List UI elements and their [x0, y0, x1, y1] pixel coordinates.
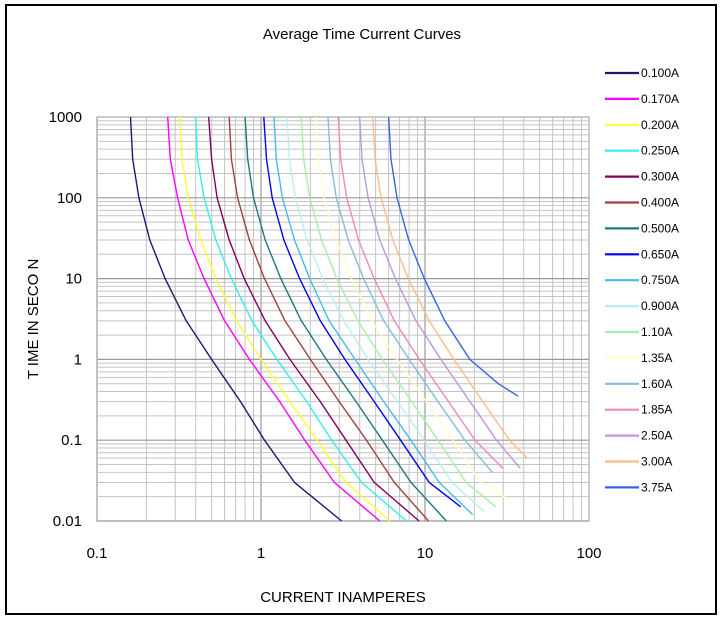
legend-label: 3.00A: [641, 455, 672, 469]
legend-label: 0.650A: [641, 247, 679, 261]
legend-item: 0.250A: [605, 144, 679, 158]
x-tick-label: 0.1: [87, 545, 108, 562]
y-tick-label: 10: [65, 271, 82, 288]
curve-1-60a: [327, 116, 494, 473]
curve-1-85a: [337, 116, 504, 469]
curve-3-75a: [387, 116, 519, 397]
curve-0-170a: [167, 116, 381, 522]
legend-item: 1.35A: [605, 351, 672, 365]
legend-label: 1.85A: [641, 403, 672, 417]
y-axis-label: T IME IN SECO N: [25, 259, 42, 380]
legend-label: 0.400A: [641, 196, 679, 210]
legend-label: 0.170A: [641, 92, 679, 106]
x-tick-label: 10: [417, 545, 434, 562]
legend-item: 0.650A: [605, 247, 679, 261]
legend-label: 0.100A: [641, 66, 679, 80]
legend-item: 0.200A: [605, 118, 679, 132]
curve-0-300a: [208, 116, 420, 522]
curve-layer: [129, 116, 528, 522]
x-tick-labels: 0.1 1 10 100: [87, 545, 602, 562]
curve-0-200a: [179, 116, 391, 522]
grid: [96, 117, 589, 522]
legend-label: 3.75A: [641, 480, 672, 494]
legend-item: 0.900A: [605, 299, 679, 313]
chart-title: Average Time Current Curves: [263, 26, 461, 43]
y-tick-label: 0.01: [53, 513, 82, 530]
curve-0-500a: [244, 116, 447, 522]
legend-label: 0.250A: [641, 144, 679, 158]
x-axis-label: CURRENT INAMPERES: [260, 589, 426, 606]
curve-1-35a: [315, 116, 511, 501]
legend-item: 3.00A: [605, 455, 672, 469]
legend-label: 1.10A: [641, 325, 672, 339]
legend-item: 1.10A: [605, 325, 672, 339]
legend-label: 0.750A: [641, 273, 679, 287]
legend-label: 0.300A: [641, 170, 679, 184]
legend-item: 0.100A: [605, 66, 679, 80]
x-tick-label: 1: [257, 545, 265, 562]
y-tick-labels: 0.01 0.1 1 10 100 1000: [49, 109, 82, 530]
curve-0-650a: [263, 116, 462, 508]
legend-label: 0.500A: [641, 221, 679, 235]
curve-0-400a: [228, 116, 430, 522]
legend-item: 0.750A: [605, 273, 679, 287]
curve-1-10a: [300, 116, 497, 508]
legend-item: 0.300A: [605, 170, 679, 184]
y-tick-label: 100: [57, 190, 82, 207]
legend-item: 0.170A: [605, 92, 679, 106]
y-tick-label: 1: [74, 351, 82, 368]
legend-item: 1.85A: [605, 403, 672, 417]
curve-0-750a: [273, 116, 474, 516]
chart-frame: Average Time Current Curves 0.1 1 10 100 0.…: [5, 4, 717, 615]
curve-0-100a: [129, 116, 343, 522]
curve-0-900a: [286, 116, 485, 513]
legend-item: 1.60A: [605, 377, 672, 391]
legend-label: 1.35A: [641, 351, 672, 365]
y-tick-label: 1000: [49, 109, 82, 126]
time-current-chart: Average Time Current Curves 0.1 1 10 100 0.…: [25, 26, 679, 606]
legend-item: 3.75A: [605, 480, 672, 494]
legend-item: 0.500A: [605, 221, 679, 235]
legend-label: 1.60A: [641, 377, 672, 391]
legend: 0.100A 0.170A 0.200A 0.250A 0.300A 0.400A 0.50…: [605, 66, 679, 494]
curve-0-250a: [195, 116, 407, 522]
y-tick-label: 0.1: [61, 432, 82, 449]
legend-item: 2.50A: [605, 429, 672, 443]
curve-3-00a: [372, 116, 528, 459]
legend-item: 0.400A: [605, 196, 679, 210]
legend-label: 2.50A: [641, 429, 672, 443]
legend-label: 0.900A: [641, 299, 679, 313]
curve-2-50a: [359, 116, 521, 469]
x-tick-label: 100: [576, 545, 601, 562]
legend-label: 0.200A: [641, 118, 679, 132]
